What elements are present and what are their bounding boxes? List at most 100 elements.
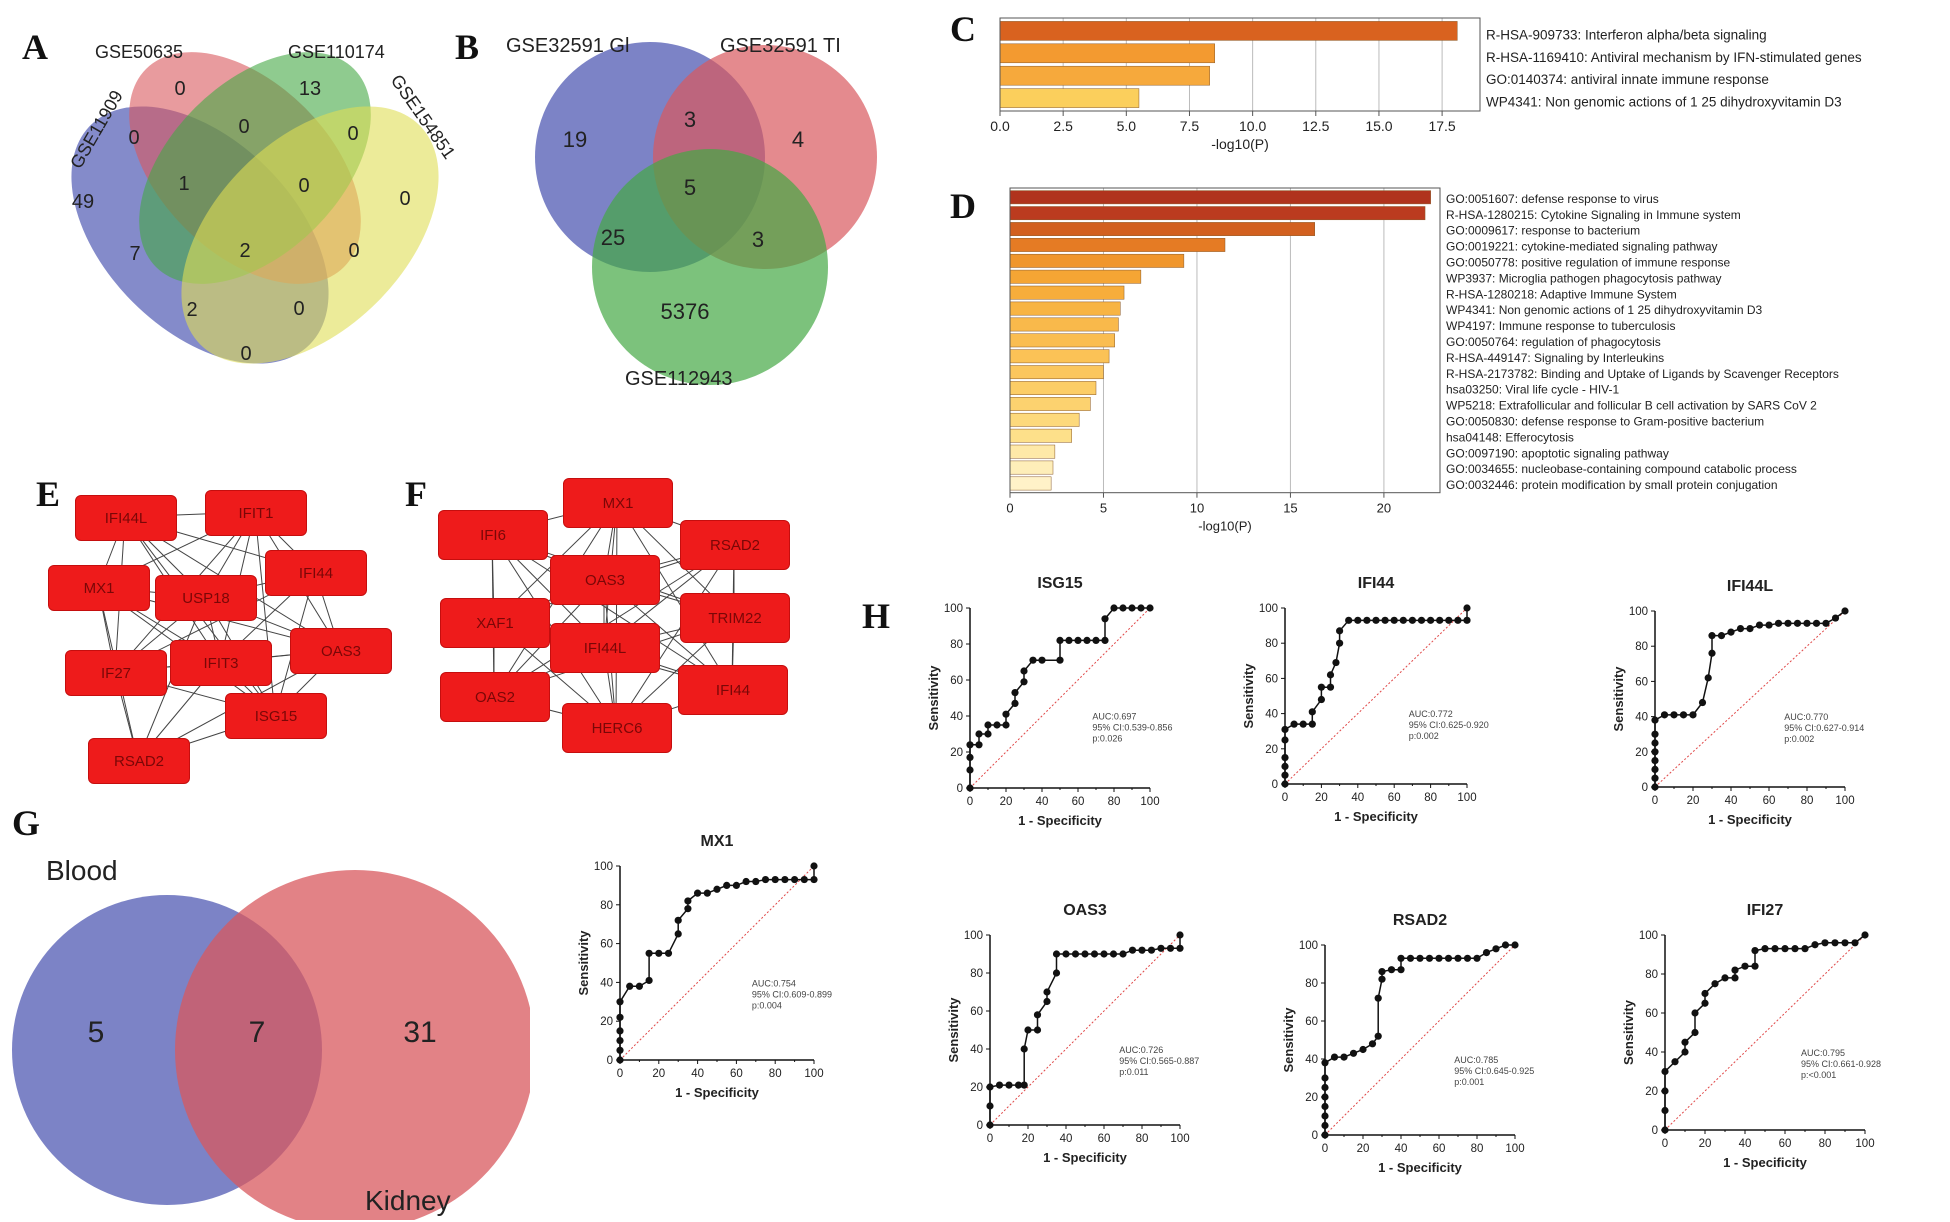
gene-node: XAF1	[440, 598, 550, 648]
roc-point	[1746, 625, 1754, 633]
auc-annotation: AUC:0.785	[1454, 1055, 1498, 1065]
roc-point	[975, 730, 983, 738]
roc-point	[1425, 954, 1434, 962]
roc-point	[1679, 711, 1688, 719]
roc-point	[1002, 710, 1010, 718]
auc-annotation: 95% CI:0.539-0.856	[1092, 723, 1172, 733]
venn-a-count: 1	[178, 173, 189, 195]
y-tick-label: 40	[1265, 709, 1278, 721]
roc-point	[1701, 999, 1709, 1007]
reference-diagonal	[1664, 934, 1866, 1131]
y-axis-label: Sensitivity	[1621, 999, 1636, 1065]
x-tick-label: 100	[1170, 1133, 1189, 1145]
y-tick-label: 40	[1305, 1054, 1318, 1066]
roc-point	[1812, 619, 1821, 627]
x-tick-label: 0	[1652, 795, 1658, 807]
roc-point	[1801, 945, 1809, 953]
roc-point	[986, 1102, 994, 1110]
x-tick-label: 100	[1505, 1143, 1524, 1155]
auc-annotation: p:0.002	[1409, 731, 1439, 741]
roc-point	[1062, 950, 1070, 958]
venn-a-count: 0	[240, 343, 251, 365]
roc-point	[810, 875, 818, 884]
roc-point	[1056, 656, 1064, 664]
roc-point	[1427, 616, 1435, 624]
network-edge	[615, 543, 735, 728]
y-tick-label: 20	[1265, 744, 1278, 756]
roc-point	[616, 1056, 624, 1064]
roc-point	[1281, 780, 1289, 788]
roc-point	[1689, 711, 1697, 719]
x-tick-label: 80	[1471, 1143, 1484, 1155]
roc-point	[1851, 939, 1859, 947]
term-label: GO:0050764: regulation of phagocytosis	[1446, 335, 1661, 349]
y-tick-label: 0	[1652, 1125, 1658, 1137]
roc-point	[1101, 615, 1109, 623]
auc-annotation: p:<0.001	[1801, 1070, 1836, 1080]
ppi-network-e: IFI44L IFIT1 MX1 USP18 IFI44 IF27 IFIT3 OAS3 ISG…	[40, 480, 400, 790]
venn-g-set-kidney	[175, 870, 530, 1220]
roc-point	[1651, 783, 1659, 791]
y-tick-label: 80	[600, 900, 613, 912]
venn-a-count: 2	[186, 299, 197, 321]
y-tick-label: 60	[950, 675, 963, 687]
roc-point	[1791, 945, 1799, 953]
roc-point	[1321, 1112, 1329, 1120]
term-label: WP5218: Extrafollicular and follicular B…	[1446, 399, 1817, 413]
roc-point	[1463, 616, 1471, 624]
y-tick-label: 60	[1305, 1016, 1318, 1028]
roc-point	[1014, 1081, 1023, 1089]
roc-point	[1317, 695, 1325, 704]
y-tick-label: 20	[1635, 747, 1648, 759]
reference-diagonal	[1284, 607, 1468, 785]
roc-point	[1661, 1067, 1669, 1076]
y-tick-label: 40	[1645, 1047, 1658, 1059]
term-label: GO:0009617: response to bacterium	[1446, 224, 1640, 238]
roc-point	[1354, 616, 1362, 624]
venn-a-count: 0	[128, 127, 139, 149]
auc-annotation: 95% CI:0.625-0.920	[1409, 720, 1489, 730]
roc-point	[664, 949, 673, 957]
roc-point	[1038, 656, 1046, 664]
roc-point	[616, 1013, 624, 1021]
roc-point	[810, 862, 818, 870]
roc-point	[1784, 619, 1792, 627]
y-tick-label: 40	[970, 1044, 983, 1056]
roc-point	[1492, 945, 1500, 953]
x-axis-label: -log10(P)	[1211, 136, 1269, 152]
roc-point	[713, 885, 721, 893]
enrichment-bar	[999, 43, 1215, 64]
x-tick-label: 20	[1357, 1143, 1370, 1155]
roc-point	[1661, 1126, 1669, 1134]
roc-point	[800, 875, 808, 884]
venn-b-count: 3	[752, 227, 764, 252]
term-label: hsa03250: Viral life cycle - HIV-1	[1446, 383, 1620, 397]
roc-point	[1321, 1131, 1329, 1139]
roc-point	[635, 982, 643, 990]
y-tick-label: 80	[1265, 638, 1278, 650]
venn-a-count: 0	[174, 78, 185, 100]
term-label: R-HSA-909733: Interferon alpha/beta sign…	[1486, 27, 1767, 42]
gene-node: IFI6	[438, 510, 548, 560]
roc-curve-rsad2: RSAD2 00 20 20 40 40 60 60 80 80 100 100 1 - Specifi…	[1281, 912, 1534, 1175]
auc-annotation: AUC:0.770	[1784, 712, 1828, 722]
y-tick-label: 100	[964, 930, 983, 942]
roc-point	[1146, 604, 1154, 612]
roc-point	[1755, 621, 1764, 629]
venn-a-count: 49	[72, 191, 94, 213]
term-label: WP4341: Non genomic actions of 1 25 dihy…	[1446, 303, 1762, 317]
term-label: R-HSA-449147: Signaling by Interleukins	[1446, 351, 1664, 365]
roc-point	[1166, 944, 1175, 952]
x-tick-label: 20	[1687, 795, 1700, 807]
auc-annotation: 95% CI:0.609-0.899	[752, 989, 832, 999]
x-tick-label: 0	[1322, 1143, 1328, 1155]
roc-point	[1670, 711, 1678, 719]
roc-point	[1176, 944, 1184, 952]
x-tick-label: 100	[1140, 796, 1159, 808]
roc-point	[1841, 607, 1849, 615]
roc-point	[1092, 636, 1100, 644]
venn-b-count: 3	[684, 107, 696, 132]
venn-b-count: 19	[563, 127, 587, 152]
enrichment-bar	[1009, 428, 1072, 443]
gene-node: OAS2	[440, 672, 550, 722]
